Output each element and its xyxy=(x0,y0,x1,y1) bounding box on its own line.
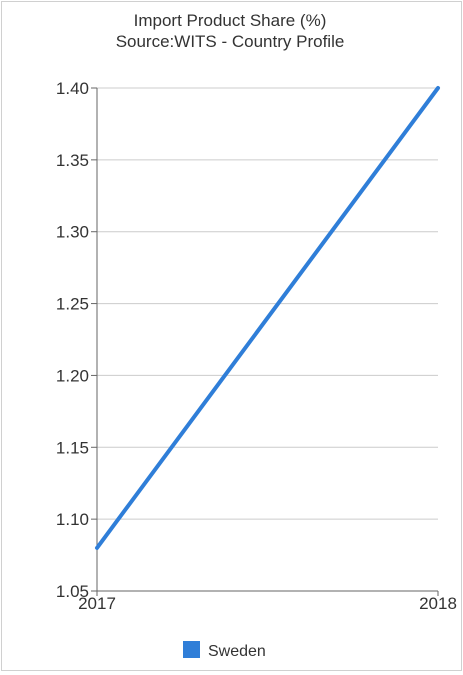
legend-label: Sweden xyxy=(208,643,266,660)
chart-subtitle: Source:WITS - Country Profile xyxy=(116,32,345,51)
y-tick-label: 1.10 xyxy=(56,510,89,529)
tick-labels: 1.05 1.10 1.15 1.20 1.25 1.30 1.35 1.40 2017 2018 xyxy=(56,79,457,613)
legend-item-sweden[interactable]: Sweden xyxy=(183,641,266,660)
y-tick-label: 1.15 xyxy=(56,438,89,457)
series-lines xyxy=(95,86,440,550)
axes xyxy=(91,87,439,596)
y-tick-label: 1.25 xyxy=(56,295,89,314)
legend-swatch xyxy=(183,641,200,658)
y-tick-label: 1.40 xyxy=(56,79,89,98)
x-tick-label: 2018 xyxy=(419,594,457,613)
y-tick-label: 1.05 xyxy=(56,582,89,601)
series-line-sweden xyxy=(95,86,440,550)
x-tick-label: 2017 xyxy=(78,594,116,613)
legend[interactable]: Sweden xyxy=(183,641,266,660)
y-tick-label: 1.20 xyxy=(56,366,89,385)
y-tick-label: 1.30 xyxy=(56,223,89,242)
chart-title: Import Product Share (%) xyxy=(134,11,327,30)
grid-lines xyxy=(97,87,438,592)
y-tick-label: 1.35 xyxy=(56,151,89,170)
